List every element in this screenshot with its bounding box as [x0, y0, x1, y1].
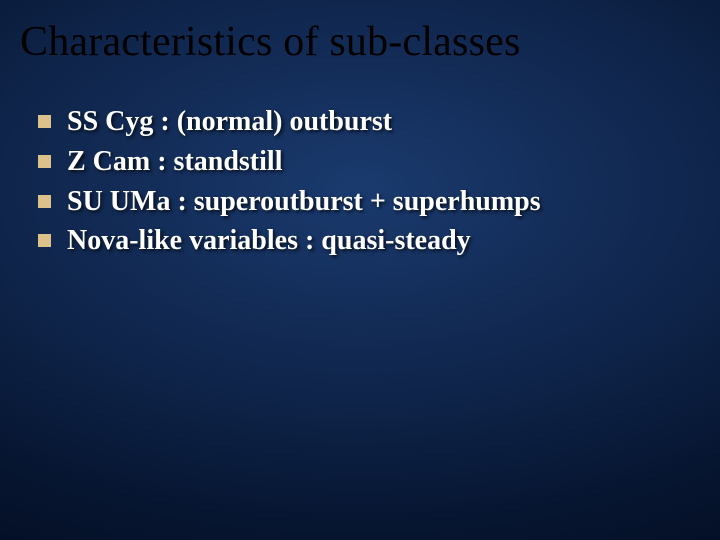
slide-title: Characteristics of sub-classes	[20, 18, 700, 66]
bullet-text: Z Cam : standstill	[67, 144, 282, 180]
slide: Characteristics of sub-classes SS Cyg : …	[0, 0, 720, 540]
bullet-square-icon	[38, 195, 51, 208]
bullet-square-icon	[38, 115, 51, 128]
list-item: Nova-like variables : quasi-steady	[38, 223, 700, 259]
list-item: Z Cam : standstill	[38, 144, 700, 180]
bullet-square-icon	[38, 155, 51, 168]
bullet-text: SS Cyg : (normal) outburst	[67, 104, 392, 140]
bullet-text: Nova-like variables : quasi-steady	[67, 223, 471, 259]
list-item: SS Cyg : (normal) outburst	[38, 104, 700, 140]
bullet-text: SU UMa : superoutburst + superhumps	[67, 184, 541, 220]
bullet-list: SS Cyg : (normal) outburst Z Cam : stand…	[20, 104, 700, 259]
list-item: SU UMa : superoutburst + superhumps	[38, 184, 700, 220]
bullet-square-icon	[38, 234, 51, 247]
